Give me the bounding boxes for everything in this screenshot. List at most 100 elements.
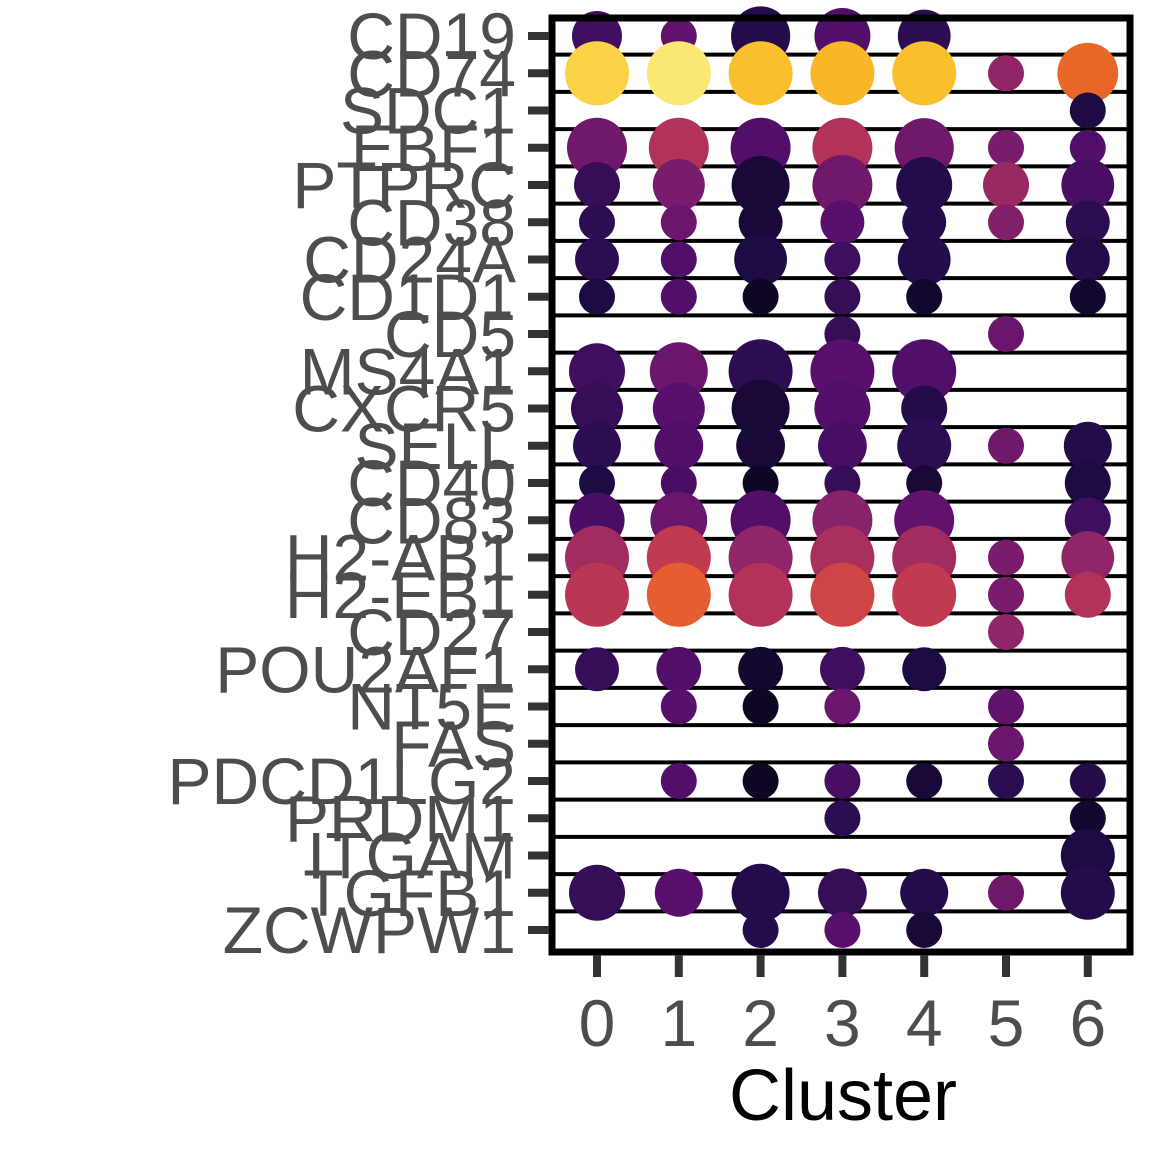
cluster-label: 1 [660, 986, 697, 1060]
dot [731, 379, 790, 438]
dot [575, 237, 619, 282]
dot [660, 688, 697, 725]
gene-label: ZCWPW1 [223, 893, 516, 967]
dot [1057, 42, 1119, 104]
dot [660, 278, 697, 315]
x-axis-ticks [593, 955, 1092, 977]
dot [649, 342, 708, 401]
dot [1064, 571, 1111, 618]
dot [988, 688, 1024, 725]
gene-label: FAS [391, 707, 516, 781]
gene-label: SELL [355, 409, 516, 483]
gene-label: PDCD1LG2 [168, 744, 516, 818]
dot [901, 385, 948, 432]
dot [824, 278, 861, 315]
dot [738, 200, 783, 245]
dot [824, 912, 861, 948]
dot [731, 156, 790, 214]
dot [818, 421, 867, 471]
dot [810, 41, 875, 106]
cluster-label: 5 [988, 986, 1025, 1060]
dot [824, 763, 861, 799]
gene-label: H2-AB1 [285, 521, 516, 595]
dot [897, 233, 951, 286]
gene-label: EBF1 [351, 111, 516, 185]
gene-label: H2-EB1 [285, 558, 516, 632]
dot [660, 763, 697, 799]
dot [892, 562, 957, 627]
dot [734, 233, 787, 286]
dot [654, 421, 704, 471]
dot [728, 562, 793, 627]
dot [579, 465, 615, 501]
dot [575, 647, 619, 692]
dot [660, 465, 697, 501]
dot [652, 382, 705, 435]
dot [742, 688, 779, 725]
dot [736, 421, 785, 471]
dot [1063, 421, 1112, 470]
cluster-label: 0 [579, 986, 616, 1060]
gene-label: TGFB1 [303, 856, 516, 930]
dot [820, 200, 865, 245]
gene-label: CD5 [384, 297, 516, 371]
dot [569, 343, 625, 400]
dot [902, 647, 947, 692]
dot [738, 646, 783, 692]
dot [988, 539, 1024, 576]
dot [648, 117, 709, 178]
dot [654, 868, 703, 917]
dot [824, 241, 861, 278]
dot [983, 162, 1029, 208]
gene-label: CXCR5 [292, 372, 516, 446]
dot [579, 278, 615, 315]
dot [1069, 278, 1106, 315]
dot [571, 382, 623, 435]
dot [1060, 865, 1115, 920]
gene-label: CD24A [303, 223, 516, 297]
dot [988, 129, 1024, 166]
dot [742, 763, 779, 799]
dot [814, 380, 871, 437]
y-axis-ticks [528, 32, 549, 934]
dot [1069, 129, 1106, 166]
dot [988, 763, 1024, 799]
dot [988, 614, 1024, 650]
dot [906, 912, 943, 948]
gene-label: PRDM1 [285, 781, 516, 855]
dot [1069, 763, 1106, 799]
dot [988, 874, 1024, 911]
dot [565, 562, 629, 627]
gene-label: CD74 [347, 36, 516, 110]
dot [573, 421, 621, 470]
dot [906, 278, 943, 315]
gene-label: ITGAM [307, 819, 516, 893]
dot [988, 576, 1024, 613]
dot [824, 800, 861, 837]
dot [1069, 92, 1106, 129]
dot [988, 55, 1024, 92]
gene-label: CD1D1 [300, 260, 516, 334]
cluster-label: 4 [906, 986, 943, 1060]
dot [569, 864, 625, 921]
dot [892, 339, 957, 404]
dots-layer [565, 6, 1119, 948]
dot [742, 912, 779, 948]
cluster-label: 3 [824, 986, 861, 1060]
dot [742, 278, 779, 315]
dot [1064, 497, 1111, 544]
dot [988, 316, 1024, 352]
dot [656, 646, 702, 692]
dot [646, 562, 711, 627]
dot [820, 646, 865, 692]
dot [896, 157, 953, 213]
gene-label: MS4A1 [300, 334, 516, 408]
dot [988, 427, 1024, 464]
dot [728, 41, 793, 106]
dot [565, 41, 629, 106]
dot [1064, 460, 1111, 506]
dot [1069, 800, 1106, 837]
y-axis-labels: CD19CD74SDC1EBF1PTPRCCD38CD24ACD1D1CD5MS… [168, 0, 516, 967]
